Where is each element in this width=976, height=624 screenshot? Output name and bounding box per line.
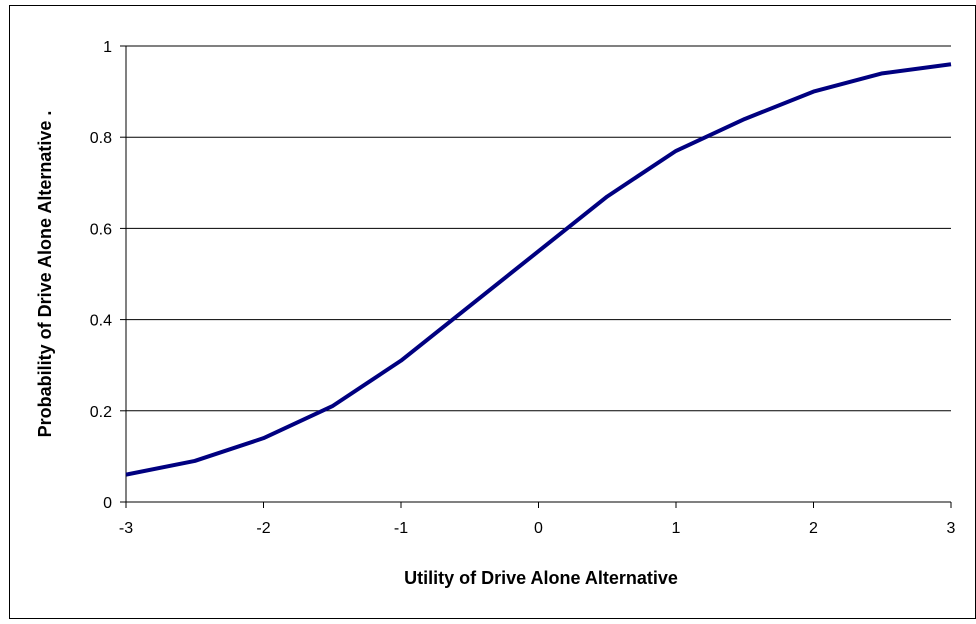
data-line bbox=[125, 62, 952, 477]
y-tick-label: 0.2 bbox=[90, 404, 112, 421]
x-tick-label: 1 bbox=[672, 520, 681, 537]
y-tick-label: 0.6 bbox=[90, 221, 112, 238]
x-tick-label: 2 bbox=[809, 520, 818, 537]
y-tick-label: 0.8 bbox=[90, 130, 112, 147]
x-tick-label: -1 bbox=[394, 520, 408, 537]
y-tick-label: 0 bbox=[103, 495, 112, 512]
y-axis-title: Probability of Drive Alone Alternative . bbox=[35, 111, 55, 438]
x-tick-label: 0 bbox=[534, 520, 543, 537]
y-tick-label: 0.4 bbox=[90, 313, 112, 330]
x-axis-title: Utility of Drive Alone Alternative bbox=[404, 568, 678, 588]
x-tick-label: -3 bbox=[119, 520, 133, 537]
x-tick-label: -2 bbox=[256, 520, 270, 537]
chart-frame bbox=[9, 5, 976, 619]
x-tick-label: 3 bbox=[947, 520, 956, 537]
y-tick-label: 1 bbox=[103, 39, 112, 56]
